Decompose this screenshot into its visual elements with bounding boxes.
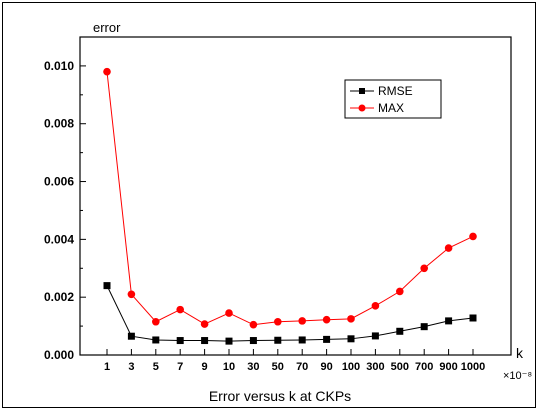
- y-tick-label: 0.008: [44, 117, 74, 131]
- data-point-max: [274, 317, 282, 326]
- x-tick-label: 70: [296, 361, 308, 373]
- data-point-max: [176, 305, 184, 314]
- y-axis-label: error: [93, 20, 121, 35]
- x-tick-label: 500: [391, 361, 409, 373]
- y-tick-label: 0.006: [44, 175, 74, 189]
- x-tick-label: 300: [366, 361, 384, 373]
- x-axis-unit: ×10⁻⁸: [503, 370, 532, 382]
- data-point-rmse: [420, 323, 428, 331]
- data-point-rmse: [347, 335, 355, 343]
- legend-rmse-marker: [359, 88, 365, 94]
- data-point-rmse: [225, 337, 233, 345]
- x-tick-label: 90: [320, 361, 332, 373]
- data-point-rmse: [103, 282, 111, 290]
- data-point-rmse: [323, 335, 331, 343]
- data-point-max: [396, 287, 404, 296]
- data-point-max: [103, 67, 111, 76]
- chart-caption: Error versus k at CKPs: [209, 388, 351, 404]
- legend-max-label: MAX: [378, 101, 404, 115]
- data-point-rmse: [176, 337, 184, 345]
- x-tick-label: 9: [202, 361, 208, 373]
- legend-box: [344, 79, 442, 119]
- data-point-max: [249, 320, 258, 329]
- x-axis-label: k: [516, 345, 524, 361]
- plot-area: [79, 36, 512, 356]
- data-point-rmse: [152, 336, 160, 344]
- x-tick-label: 100: [342, 361, 360, 373]
- y-tick-label: 0.000: [44, 348, 74, 362]
- data-point-max: [347, 315, 355, 323]
- x-tick-label: 30: [247, 361, 259, 373]
- x-tick-label: 10: [223, 361, 235, 373]
- data-point-rmse: [445, 317, 453, 325]
- legend-max-marker: [358, 104, 366, 112]
- data-point-rmse: [201, 337, 209, 345]
- data-point-rmse: [298, 336, 306, 344]
- data-point-rmse: [371, 332, 379, 340]
- x-tick-label: 900: [439, 361, 457, 373]
- x-tick-label: 50: [272, 361, 284, 373]
- y-tick-label: 0.002: [44, 290, 74, 304]
- x-tick-label: 700: [415, 361, 433, 373]
- data-point-max: [322, 315, 331, 324]
- y-tick-label: 0.004: [44, 232, 74, 246]
- x-tick-label: 1000: [461, 361, 485, 373]
- data-point-max: [298, 317, 307, 325]
- x-tick-label: 7: [177, 361, 183, 373]
- data-point-rmse: [396, 327, 404, 335]
- data-point-max: [420, 264, 429, 273]
- legend-rmse-label: RMSE: [378, 84, 413, 98]
- data-point-max: [371, 302, 380, 310]
- data-point-max: [444, 244, 453, 252]
- data-point-max: [225, 309, 233, 317]
- legend: RMSE MAX: [344, 79, 442, 119]
- data-point-rmse: [274, 336, 282, 344]
- series-line-rmse: [106, 285, 474, 342]
- data-point-rmse: [249, 337, 257, 345]
- y-tick-label: 0.010: [44, 59, 74, 73]
- x-tick-label: 1: [104, 361, 110, 373]
- data-point-rmse: [127, 332, 135, 340]
- data-point-max: [152, 317, 160, 326]
- data-point-rmse: [469, 314, 477, 322]
- data-point-max: [200, 320, 209, 328]
- data-point-max: [127, 290, 136, 299]
- x-tick-label: 3: [128, 361, 134, 373]
- x-tick-label: 5: [153, 361, 159, 373]
- data-point-max: [469, 232, 477, 241]
- series-line-max: [106, 71, 474, 326]
